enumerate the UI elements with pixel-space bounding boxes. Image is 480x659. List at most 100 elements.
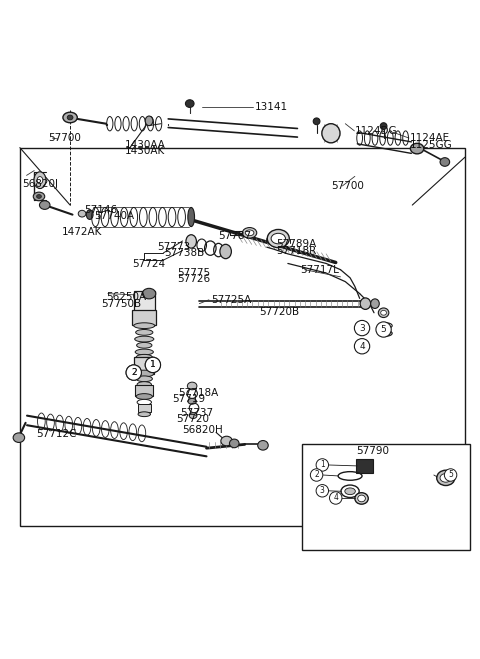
Text: 1124DG: 1124DG (355, 126, 397, 136)
Text: 1430AA: 1430AA (125, 140, 166, 150)
Bar (133, 291, 155, 315)
Bar (134, 357, 155, 374)
Ellipse shape (345, 488, 355, 495)
Circle shape (376, 322, 391, 337)
Circle shape (311, 469, 323, 481)
Text: 57750B: 57750B (101, 299, 141, 308)
Text: 5: 5 (381, 325, 386, 334)
Text: 1: 1 (150, 360, 156, 370)
Ellipse shape (63, 112, 77, 123)
Ellipse shape (245, 230, 254, 236)
Ellipse shape (242, 227, 257, 238)
Circle shape (316, 484, 328, 497)
Ellipse shape (410, 143, 424, 154)
Ellipse shape (358, 495, 365, 501)
Circle shape (145, 357, 160, 372)
Text: 1472AK: 1472AK (62, 227, 102, 237)
Ellipse shape (86, 210, 93, 219)
Ellipse shape (34, 172, 46, 188)
Text: 5: 5 (448, 471, 453, 480)
Ellipse shape (188, 399, 196, 404)
Ellipse shape (380, 123, 387, 129)
Circle shape (145, 357, 160, 372)
Text: 57787: 57787 (218, 231, 252, 241)
Text: 57700: 57700 (331, 181, 364, 191)
Circle shape (316, 459, 328, 471)
Text: 57718A: 57718A (178, 387, 218, 397)
Circle shape (444, 469, 457, 481)
Text: 57717L: 57717L (300, 265, 339, 275)
Text: 57720B: 57720B (259, 307, 299, 317)
Ellipse shape (221, 436, 232, 445)
Text: 56820J: 56820J (22, 179, 58, 188)
Ellipse shape (267, 229, 289, 248)
Ellipse shape (136, 376, 153, 382)
Ellipse shape (186, 235, 196, 248)
Circle shape (329, 492, 342, 504)
Ellipse shape (138, 412, 151, 416)
Ellipse shape (189, 413, 197, 418)
Text: 1: 1 (320, 461, 324, 469)
Bar (135, 386, 154, 396)
Ellipse shape (437, 471, 455, 486)
Text: 1430AK: 1430AK (125, 146, 166, 156)
Text: 57146: 57146 (84, 205, 118, 215)
Text: 57725A: 57725A (211, 295, 252, 305)
Ellipse shape (137, 399, 152, 405)
Text: 2: 2 (131, 368, 137, 377)
Text: 57719: 57719 (172, 394, 205, 404)
Text: 57700: 57700 (48, 133, 82, 143)
Ellipse shape (322, 124, 340, 143)
Ellipse shape (381, 310, 386, 315)
Circle shape (354, 320, 370, 335)
Ellipse shape (440, 158, 450, 166)
Ellipse shape (220, 244, 231, 259)
Text: 57737: 57737 (180, 408, 213, 418)
Ellipse shape (440, 474, 452, 482)
Ellipse shape (145, 116, 153, 126)
Ellipse shape (380, 330, 392, 336)
Ellipse shape (187, 382, 197, 390)
Ellipse shape (36, 194, 41, 198)
Ellipse shape (33, 192, 45, 201)
Ellipse shape (185, 100, 194, 107)
Text: 57726: 57726 (177, 274, 210, 284)
Text: 57789A: 57789A (276, 239, 316, 249)
Ellipse shape (135, 336, 154, 342)
Text: 57740A: 57740A (95, 211, 134, 221)
Text: 1125GG: 1125GG (410, 140, 453, 150)
Text: 1124AE: 1124AE (410, 133, 450, 143)
Text: 56820H: 56820H (182, 426, 223, 436)
Text: 2: 2 (131, 368, 137, 377)
Ellipse shape (371, 299, 379, 308)
Text: 57738B: 57738B (164, 248, 204, 258)
Circle shape (354, 339, 370, 354)
Ellipse shape (137, 343, 152, 348)
Text: 13141: 13141 (254, 102, 288, 112)
Ellipse shape (378, 308, 389, 318)
Text: 57775: 57775 (177, 268, 210, 278)
Ellipse shape (197, 239, 206, 252)
Ellipse shape (37, 177, 43, 184)
Ellipse shape (360, 298, 371, 309)
Ellipse shape (136, 330, 153, 335)
Ellipse shape (143, 289, 156, 299)
Ellipse shape (78, 210, 86, 217)
Text: 2: 2 (314, 471, 319, 480)
Text: 4: 4 (359, 342, 365, 351)
Text: 57720: 57720 (176, 414, 209, 424)
Bar (356, 459, 373, 473)
Text: 56250A: 56250A (106, 293, 146, 302)
Circle shape (126, 365, 142, 380)
Ellipse shape (135, 349, 154, 355)
Bar (132, 310, 156, 325)
Ellipse shape (137, 382, 152, 387)
Ellipse shape (13, 433, 24, 442)
Text: 57718R: 57718R (276, 246, 316, 256)
Ellipse shape (313, 118, 320, 125)
Ellipse shape (134, 323, 155, 329)
Bar (302, 444, 470, 550)
Bar (20, 148, 465, 526)
Circle shape (126, 365, 142, 380)
Bar (138, 404, 151, 412)
